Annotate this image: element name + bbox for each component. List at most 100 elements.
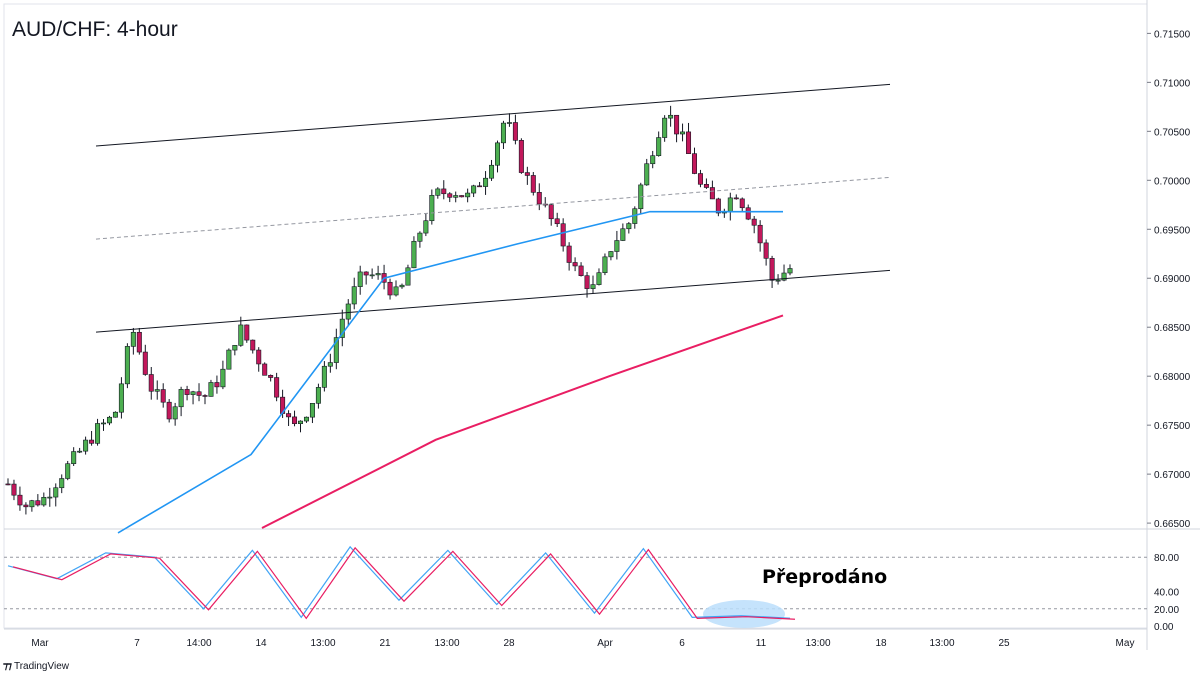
bullish-candle	[680, 131, 686, 135]
bullish-candle	[345, 303, 351, 320]
price-tick-label: 0.67000	[1154, 470, 1191, 481]
bullish-candle	[321, 365, 327, 388]
bearish-candle	[17, 494, 23, 506]
tradingview-brand[interactable]: ⁊⁊ TradingView	[3, 661, 69, 672]
bullish-candle	[423, 220, 429, 234]
price-tick-label: 0.69500	[1154, 225, 1191, 236]
time-tick-label: 13:00	[310, 638, 335, 649]
bearish-candle	[566, 245, 572, 263]
price-tick-label: 0.66500	[1154, 519, 1191, 530]
bullish-candle	[130, 331, 136, 347]
bearish-candle	[691, 153, 697, 174]
bullish-candle	[65, 463, 71, 479]
price-tick-label: 0.68500	[1154, 323, 1191, 334]
bullish-candle	[357, 271, 363, 287]
bearish-candle	[536, 192, 542, 205]
bearish-candle	[739, 198, 745, 209]
bearish-candle	[89, 439, 95, 444]
bearish-candle	[286, 413, 292, 418]
bullish-candle	[787, 268, 793, 274]
price-tick-label: 0.68000	[1154, 372, 1191, 383]
chart-title: AUD/CHF: 4-hour	[12, 18, 178, 41]
time-tick-label: 13:00	[929, 638, 954, 649]
bullish-candle	[411, 240, 417, 269]
channel-upper-line	[95, 83, 891, 147]
price-tick-label: 0.71000	[1154, 78, 1191, 89]
plot-border	[3, 3, 1148, 629]
bearish-candle	[751, 218, 757, 226]
bearish-candle	[202, 395, 208, 397]
bearish-candle	[518, 140, 524, 173]
bearish-candle	[554, 218, 560, 225]
time-tick-label: 14	[255, 638, 267, 649]
bullish-candle	[83, 439, 89, 452]
bullish-candle	[95, 423, 101, 444]
bearish-candle	[23, 504, 29, 508]
time-tick-label: 28	[503, 638, 515, 649]
bearish-candle	[244, 324, 250, 341]
bullish-candle	[226, 349, 232, 370]
bearish-candle	[757, 224, 763, 244]
stoch-d-line	[12, 546, 796, 620]
bullish-candle	[590, 284, 596, 289]
bullish-candle	[298, 420, 304, 424]
stoch-tick-label: 20.00	[1154, 605, 1179, 616]
moving-average-pink	[261, 314, 784, 529]
bullish-candle	[106, 416, 112, 424]
bullish-candle	[650, 155, 656, 165]
bearish-candle	[387, 281, 393, 296]
bullish-candle	[303, 416, 309, 422]
time-tick-label: 11	[756, 638, 767, 649]
bullish-candle	[47, 496, 53, 499]
bullish-candle	[399, 284, 405, 288]
bearish-candle	[274, 377, 280, 398]
price-tick-label: 0.69000	[1154, 274, 1191, 285]
bearish-candle	[674, 114, 680, 135]
bearish-candle	[703, 183, 709, 188]
bearish-candle	[745, 207, 751, 220]
bullish-candle	[154, 389, 160, 392]
bullish-candle	[178, 389, 184, 408]
bullish-candle	[53, 487, 59, 498]
bearish-candle	[256, 349, 262, 365]
bearish-candle	[268, 375, 274, 378]
price-tick-label: 0.67500	[1154, 421, 1191, 432]
bullish-candle	[489, 164, 495, 179]
bullish-candle	[656, 137, 662, 156]
bullish-candle	[333, 337, 339, 363]
bearish-candle	[148, 374, 154, 392]
stoch-tick-label: 40.00	[1154, 588, 1179, 599]
bearish-candle	[441, 188, 447, 195]
bearish-candle	[214, 382, 220, 388]
time-tick-label: 25	[998, 638, 1010, 649]
bearish-candle	[184, 389, 190, 395]
bullish-candle	[309, 403, 315, 418]
bullish-candle	[602, 256, 608, 273]
brand-name: TradingView	[13, 661, 69, 672]
bullish-candle	[626, 223, 632, 230]
bearish-candle	[447, 193, 453, 198]
bearish-candle	[560, 223, 566, 247]
bullish-candle	[351, 286, 357, 305]
bullish-candle	[620, 228, 626, 241]
moving-average-blue	[117, 210, 783, 534]
stoch-tick-label: 80.00	[1154, 553, 1179, 564]
bullish-candle	[71, 451, 77, 465]
bullish-candle	[596, 272, 602, 285]
bullish-candle	[506, 122, 512, 124]
bearish-candle	[136, 331, 142, 353]
tradingview-logo-icon: ⁊⁊	[3, 661, 12, 672]
bearish-candle	[250, 339, 256, 351]
bullish-candle	[644, 163, 650, 186]
bullish-candle	[429, 195, 435, 222]
time-tick-label: May	[1116, 638, 1135, 649]
bullish-candle	[41, 496, 47, 506]
bearish-candle	[763, 242, 769, 259]
bearish-candle	[686, 131, 692, 154]
bullish-candle	[393, 286, 399, 296]
bearish-candle	[733, 197, 739, 200]
channel-lower-line	[95, 269, 891, 333]
bearish-candle	[196, 391, 202, 396]
bullish-candle	[662, 117, 668, 138]
